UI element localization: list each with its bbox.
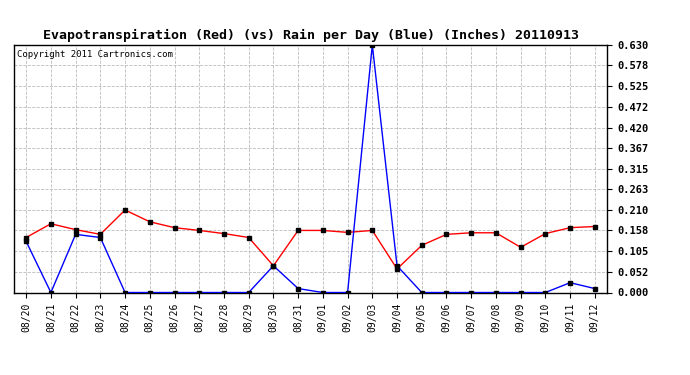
Title: Evapotranspiration (Red) (vs) Rain per Day (Blue) (Inches) 20110913: Evapotranspiration (Red) (vs) Rain per D… <box>43 29 578 42</box>
Text: Copyright 2011 Cartronics.com: Copyright 2011 Cartronics.com <box>17 50 172 59</box>
